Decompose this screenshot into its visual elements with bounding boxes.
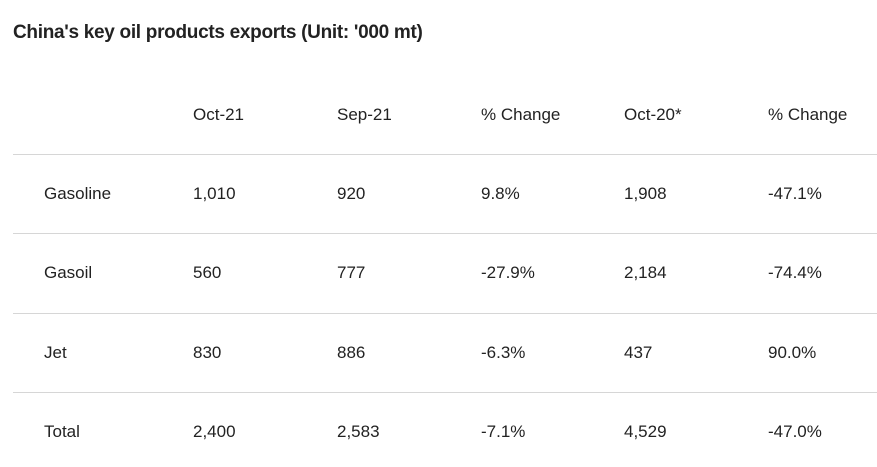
table-cell: -47.1% <box>768 184 822 203</box>
row-divider <box>13 312 877 314</box>
row-label: Jet <box>44 342 67 362</box>
table-cell: 920 <box>337 184 366 203</box>
column-header: Oct-20* <box>624 105 682 124</box>
table-cell: -27.9% <box>481 263 535 283</box>
table-cell: -47.0% <box>768 421 822 441</box>
table-cell: 4,529 <box>624 421 667 441</box>
table-cell: -6.3% <box>481 342 526 362</box>
row-label: Gasoil <box>44 263 93 283</box>
row-label: Gasoline <box>44 184 112 203</box>
table-cell: 2,583 <box>337 421 380 441</box>
column-header: Oct-21 <box>193 105 245 124</box>
row-label: Total <box>44 421 80 441</box>
table-cell: 90.0% <box>768 342 817 362</box>
row-divider <box>13 391 877 393</box>
table-title: China's key oil products exports (Unit: … <box>13 22 423 43</box>
table-cell: -7.1% <box>481 421 526 441</box>
table-cell: 9.8% <box>481 184 520 203</box>
table-cell: 2,400 <box>193 421 236 441</box>
table-cell: 886 <box>337 342 366 362</box>
table-cell: 830 <box>193 342 222 362</box>
column-header: % Change <box>768 105 848 124</box>
row-divider <box>13 154 877 155</box>
table-cell: 2,184 <box>624 263 667 283</box>
table-cell: -74.4% <box>768 263 822 283</box>
column-header: Sep-21 <box>337 105 392 124</box>
table-cell: 437 <box>624 342 653 362</box>
table-cell: 560 <box>193 263 222 283</box>
column-header: % Change <box>481 105 561 124</box>
table-cell: 777 <box>337 263 366 283</box>
row-divider <box>13 233 877 235</box>
table-cell: 1,010 <box>193 184 236 203</box>
table-cell: 1,908 <box>624 184 667 203</box>
